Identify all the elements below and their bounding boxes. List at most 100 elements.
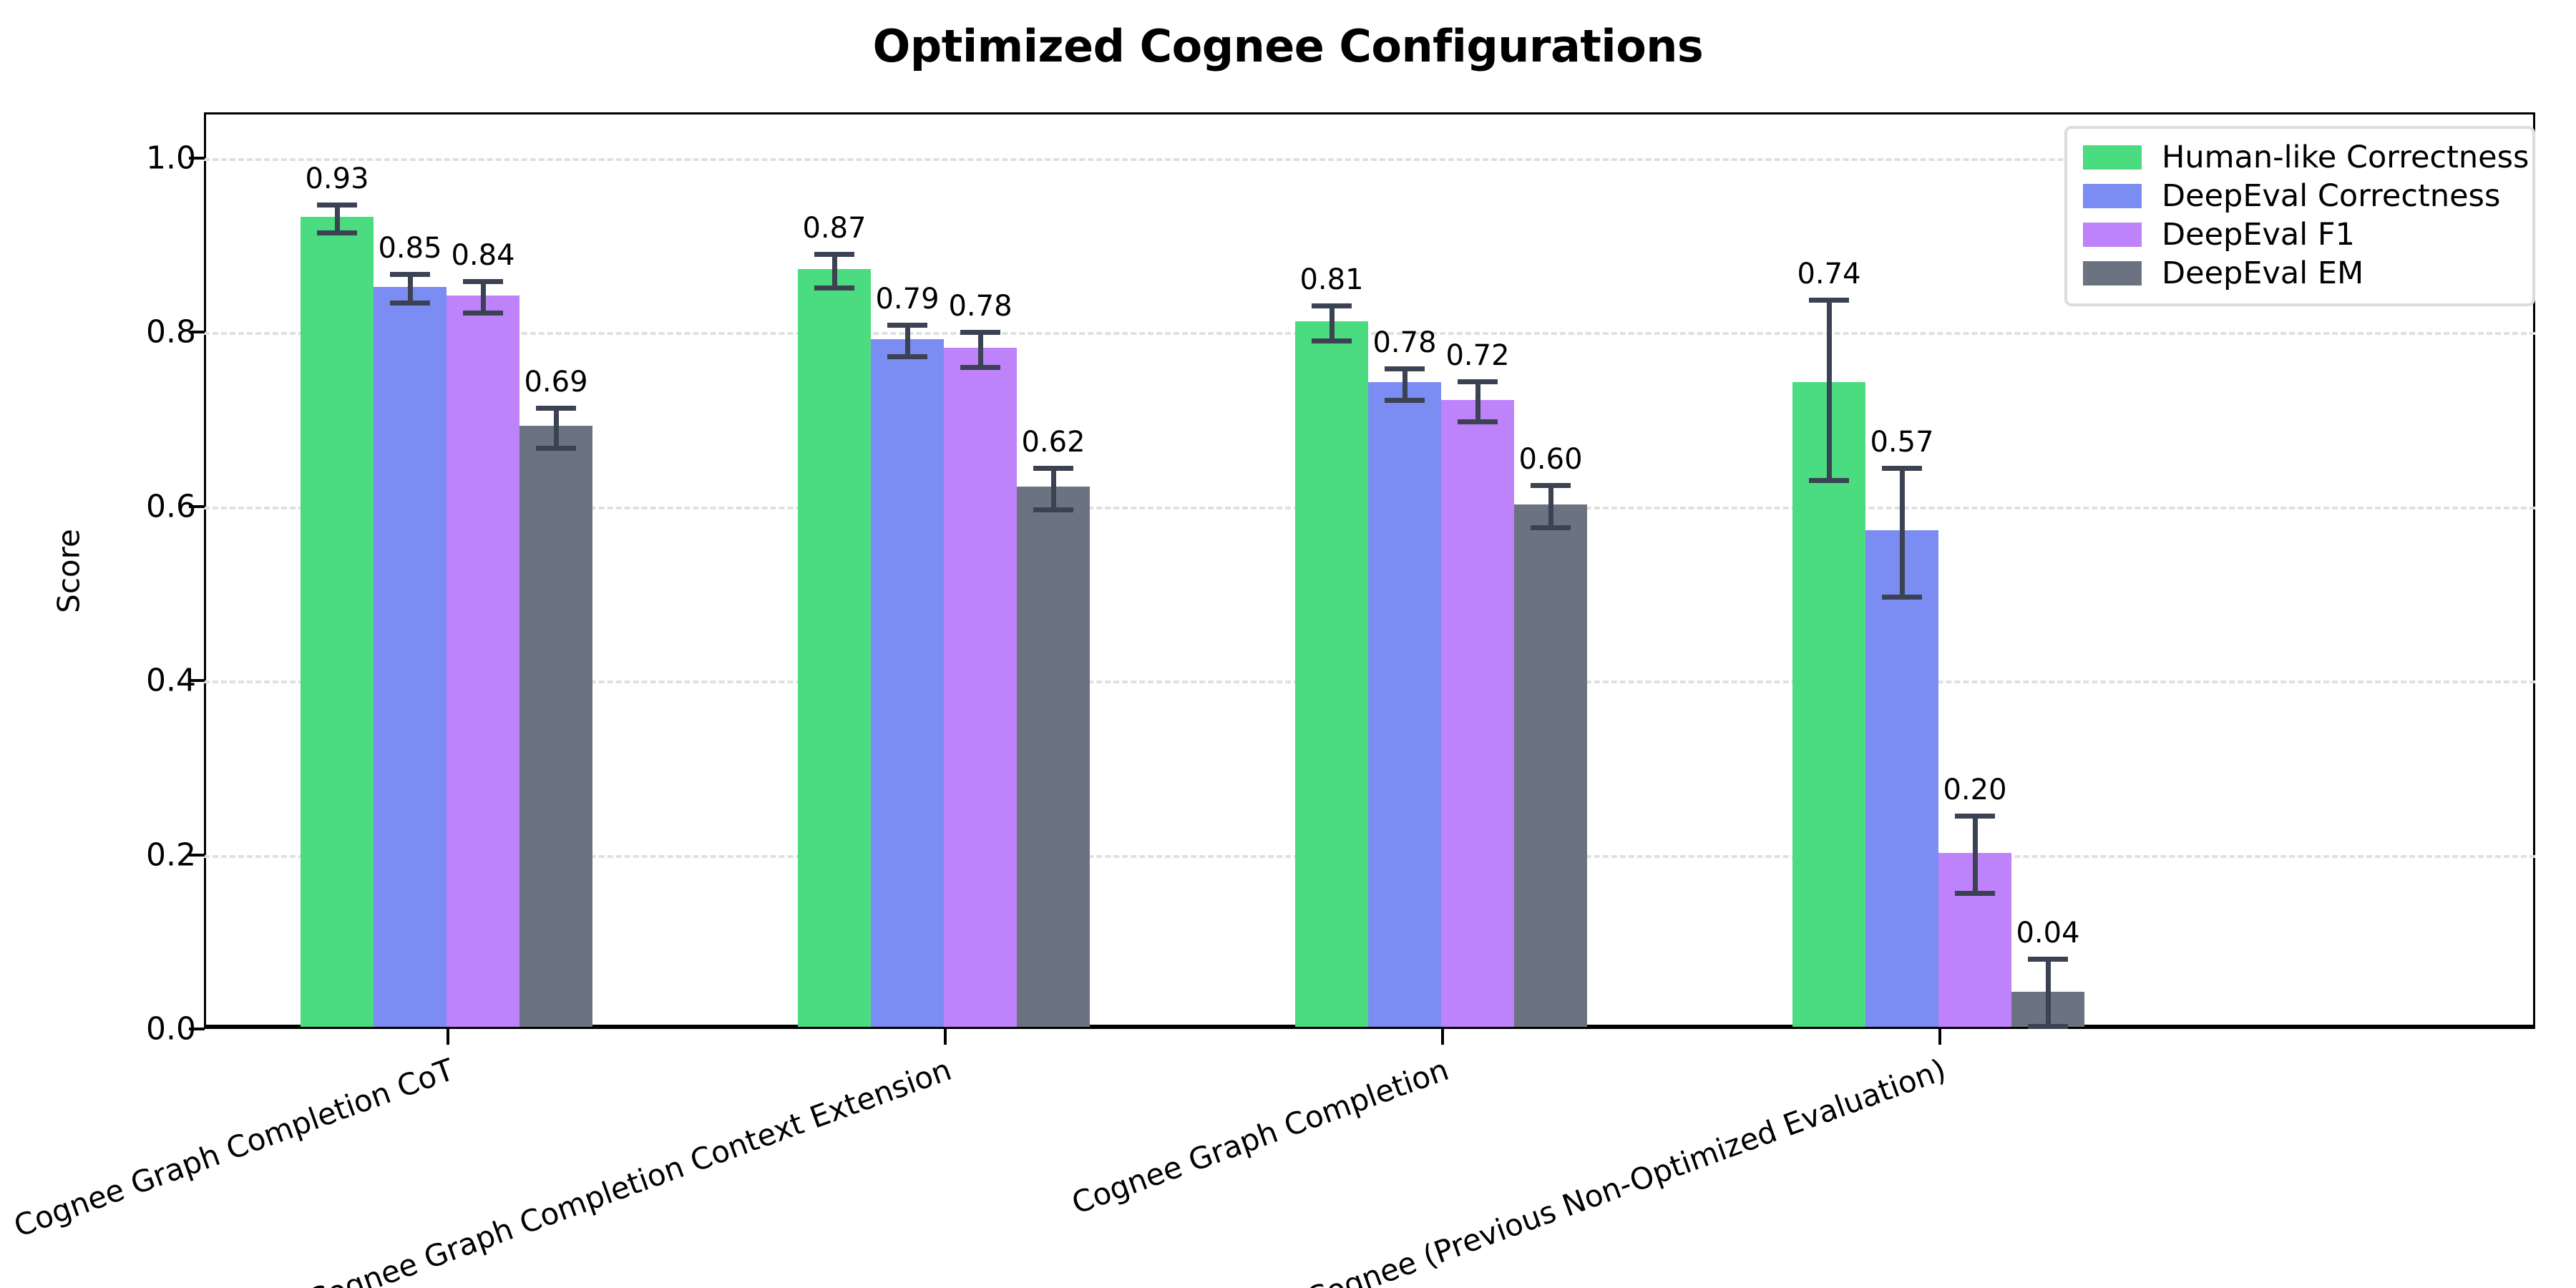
error-bar-cap-top	[1882, 465, 1922, 471]
error-bar	[374, 272, 447, 306]
y-tick-label: 0.2	[146, 836, 196, 874]
error-bar-cap-top	[1312, 303, 1352, 309]
error-bar	[1865, 465, 1938, 600]
error-bar	[1441, 379, 1514, 425]
x-tick-mark	[1441, 1029, 1444, 1045]
error-bar-stem	[1826, 297, 1832, 483]
bar[interactable]	[1514, 504, 1587, 1027]
error-bar-cap-bottom	[317, 230, 357, 236]
error-bar	[1368, 366, 1441, 403]
x-tick-mark	[1938, 1029, 1941, 1045]
error-bar-stem	[407, 272, 413, 306]
legend-swatch-icon	[2083, 261, 2142, 286]
error-bar-stem	[1050, 465, 1056, 513]
error-bar-cap-bottom	[960, 364, 1000, 370]
error-bar-cap-top	[814, 252, 854, 258]
error-bar	[798, 252, 871, 291]
bar[interactable]	[1017, 487, 1090, 1027]
error-bar-cap-top	[1385, 366, 1425, 371]
error-bar-stem	[904, 323, 910, 360]
error-bar	[447, 279, 519, 316]
error-bar-cap-top	[317, 203, 357, 208]
y-tick-mark	[189, 679, 205, 683]
legend-item[interactable]: DeepEval EM	[2083, 256, 2517, 291]
error-bar-cap-top	[1531, 482, 1571, 488]
x-tick-label: Cognee Graph Completion	[1067, 1052, 1453, 1221]
error-bar-stem	[1548, 482, 1553, 530]
error-bar-cap-top	[1458, 379, 1498, 385]
bar[interactable]	[1865, 530, 1938, 1027]
y-tick-mark	[189, 504, 205, 508]
error-bar-cap-bottom	[1531, 525, 1571, 530]
bar[interactable]	[301, 217, 374, 1027]
bar-value-label: 0.20	[1943, 774, 2007, 807]
legend-item[interactable]: Human-like Correctness	[2083, 140, 2529, 175]
x-tick-mark	[447, 1029, 449, 1045]
error-bar	[871, 323, 944, 360]
y-tick-label: 0.0	[146, 1010, 196, 1048]
error-bar-cap-top	[1033, 465, 1073, 471]
error-bar-stem	[1329, 303, 1335, 344]
error-bar-cap-bottom	[814, 285, 854, 291]
bar-value-label: 0.87	[802, 212, 867, 245]
legend-label: DeepEval EM	[2162, 255, 2364, 291]
error-bar-cap-bottom	[1385, 397, 1425, 403]
error-bar-stem	[1972, 814, 1978, 896]
error-bar	[1514, 482, 1587, 530]
bar-value-label: 0.79	[875, 283, 940, 316]
error-bar-cap-top	[536, 405, 576, 411]
legend-item[interactable]: DeepEval F1	[2083, 218, 2517, 252]
error-bar-cap-top	[390, 272, 430, 278]
x-tick-label: Cognee (Previous Non-Optimized Evaluatio…	[1302, 1052, 1951, 1288]
bar[interactable]	[1368, 382, 1441, 1027]
error-bar	[1295, 303, 1368, 344]
error-bar-cap-bottom	[390, 300, 430, 306]
legend-label: Human-like Correctness	[2162, 139, 2529, 175]
bar-value-label: 0.62	[1021, 425, 1085, 459]
legend-label: DeepEval F1	[2162, 216, 2355, 253]
bar[interactable]	[1792, 382, 1865, 1027]
bar[interactable]	[1441, 399, 1514, 1027]
bar-value-label: 0.78	[1372, 326, 1437, 359]
y-tick-label: 0.4	[146, 662, 196, 699]
error-bar-cap-bottom	[887, 354, 927, 360]
error-bar-stem	[977, 329, 983, 370]
bar[interactable]	[944, 347, 1017, 1027]
error-bar-cap-bottom	[536, 445, 576, 451]
y-tick-mark	[189, 1028, 205, 1030]
bar-value-label: 0.69	[524, 365, 588, 399]
error-bar	[301, 203, 374, 236]
y-tick-mark	[189, 853, 205, 857]
error-bar	[519, 405, 592, 451]
bar[interactable]	[798, 269, 871, 1027]
bar-value-label: 0.78	[948, 289, 1013, 323]
bar-value-label: 0.72	[1445, 339, 1510, 373]
error-bar-stem	[1899, 465, 1905, 600]
y-tick-label: 0.8	[146, 313, 196, 351]
bar-value-label: 0.04	[2016, 916, 2080, 950]
error-bar-stem	[1475, 379, 1480, 425]
error-bar-stem	[334, 203, 340, 236]
bar[interactable]	[447, 295, 519, 1027]
error-bar-stem	[553, 405, 559, 451]
bar[interactable]	[519, 426, 592, 1027]
bar-value-label: 0.57	[1870, 425, 1934, 459]
chart-title: Optimized Cognee Configurations	[872, 20, 1704, 72]
error-bar-cap-top	[887, 323, 927, 328]
legend[interactable]: Human-like Correctness DeepEval Correctne…	[2064, 126, 2535, 306]
bar[interactable]	[1295, 321, 1368, 1027]
legend-label: DeepEval Correctness	[2162, 177, 2501, 214]
y-tick-label: 0.6	[146, 488, 196, 525]
legend-item[interactable]: DeepEval Correctness	[2083, 179, 2517, 213]
x-tick-mark	[944, 1029, 947, 1045]
error-bar-cap-top	[960, 329, 1000, 335]
legend-swatch-icon	[2083, 145, 2142, 170]
error-bar-cap-bottom	[1955, 890, 1995, 896]
error-bar-stem	[2045, 956, 2051, 1029]
bar[interactable]	[374, 286, 447, 1027]
error-bar-cap-bottom	[1458, 419, 1498, 425]
error-bar	[1792, 297, 1865, 483]
bar[interactable]	[871, 338, 944, 1027]
error-bar	[944, 329, 1017, 370]
error-bar-cap-bottom	[1312, 338, 1352, 344]
